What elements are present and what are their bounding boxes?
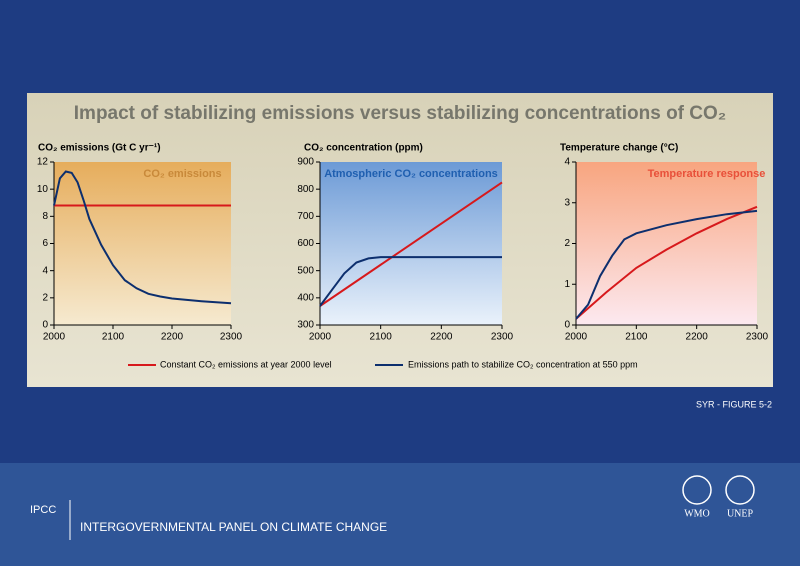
y-tick-label: 1	[564, 279, 570, 290]
series-line	[575, 205, 758, 320]
footer-org: IPCC	[30, 504, 56, 516]
figure-title: Impact of stabilizing emissions versus s…	[74, 103, 726, 124]
plot-background	[54, 162, 231, 325]
annotation: Temperature response	[648, 168, 766, 180]
x-tick-label: 2100	[370, 332, 393, 343]
y-tick-label: 6	[42, 238, 48, 249]
y-axis-title: CO₂ concentration (ppm)	[304, 143, 423, 154]
x-tick-label: 2300	[746, 332, 769, 343]
y-tick-label: 2	[42, 292, 48, 303]
x-tick-label: 2200	[686, 332, 709, 343]
x-tick-label: 2300	[220, 332, 243, 343]
y-tick-label: 600	[297, 238, 314, 249]
y-tick-label: 500	[297, 265, 314, 276]
plot-background	[576, 162, 757, 325]
y-tick-label: 800	[297, 184, 314, 195]
logo-icon	[725, 475, 755, 505]
y-tick-label: 8	[42, 211, 48, 222]
x-tick-label: 2000	[565, 332, 588, 343]
y-tick-label: 4	[564, 157, 570, 168]
x-tick-label: 2000	[309, 332, 332, 343]
annotation: Atmospheric CO₂ concentrations	[324, 168, 498, 180]
footer-band	[0, 463, 800, 566]
legend-label: Constant CO₂ emissions at year 2000 leve…	[160, 359, 332, 369]
series-line	[319, 181, 503, 307]
figure-caption: SYR - FIGURE 5-2	[696, 399, 772, 409]
x-tick-label: 2200	[161, 332, 184, 343]
legend-label: Emissions path to stabilize CO₂ concentr…	[408, 359, 638, 369]
y-tick-label: 700	[297, 211, 314, 222]
annotation: CO₂ emissions	[143, 168, 221, 180]
y-tick-label: 12	[37, 157, 49, 168]
y-axis-title: CO₂ emissions (Gt C yr⁻¹)	[38, 143, 161, 154]
x-tick-label: 2000	[43, 332, 66, 343]
y-tick-label: 0	[42, 320, 48, 331]
y-tick-label: 10	[37, 184, 49, 195]
x-tick-label: 2100	[102, 332, 125, 343]
y-axis-title: Temperature change (°C)	[560, 143, 678, 154]
logo-icon	[682, 475, 712, 505]
y-tick-label: 300	[297, 320, 314, 331]
y-tick-label: 3	[564, 197, 570, 208]
y-tick-label: 2	[564, 238, 570, 249]
y-tick-label: 900	[297, 157, 314, 168]
y-tick-label: 4	[42, 265, 48, 276]
footer-org-full: INTERGOVERNMENTAL PANEL ON CLIMATE CHANG…	[80, 520, 387, 534]
y-tick-label: 400	[297, 292, 314, 303]
logo-label: UNEP	[727, 508, 754, 519]
series-line	[575, 209, 758, 320]
x-tick-label: 2300	[491, 332, 514, 343]
logo-label: WMO	[684, 508, 710, 519]
series-line	[319, 256, 502, 307]
x-tick-label: 2200	[430, 332, 453, 343]
y-tick-label: 0	[564, 320, 570, 331]
series-line	[53, 170, 232, 305]
x-tick-label: 2100	[625, 332, 648, 343]
